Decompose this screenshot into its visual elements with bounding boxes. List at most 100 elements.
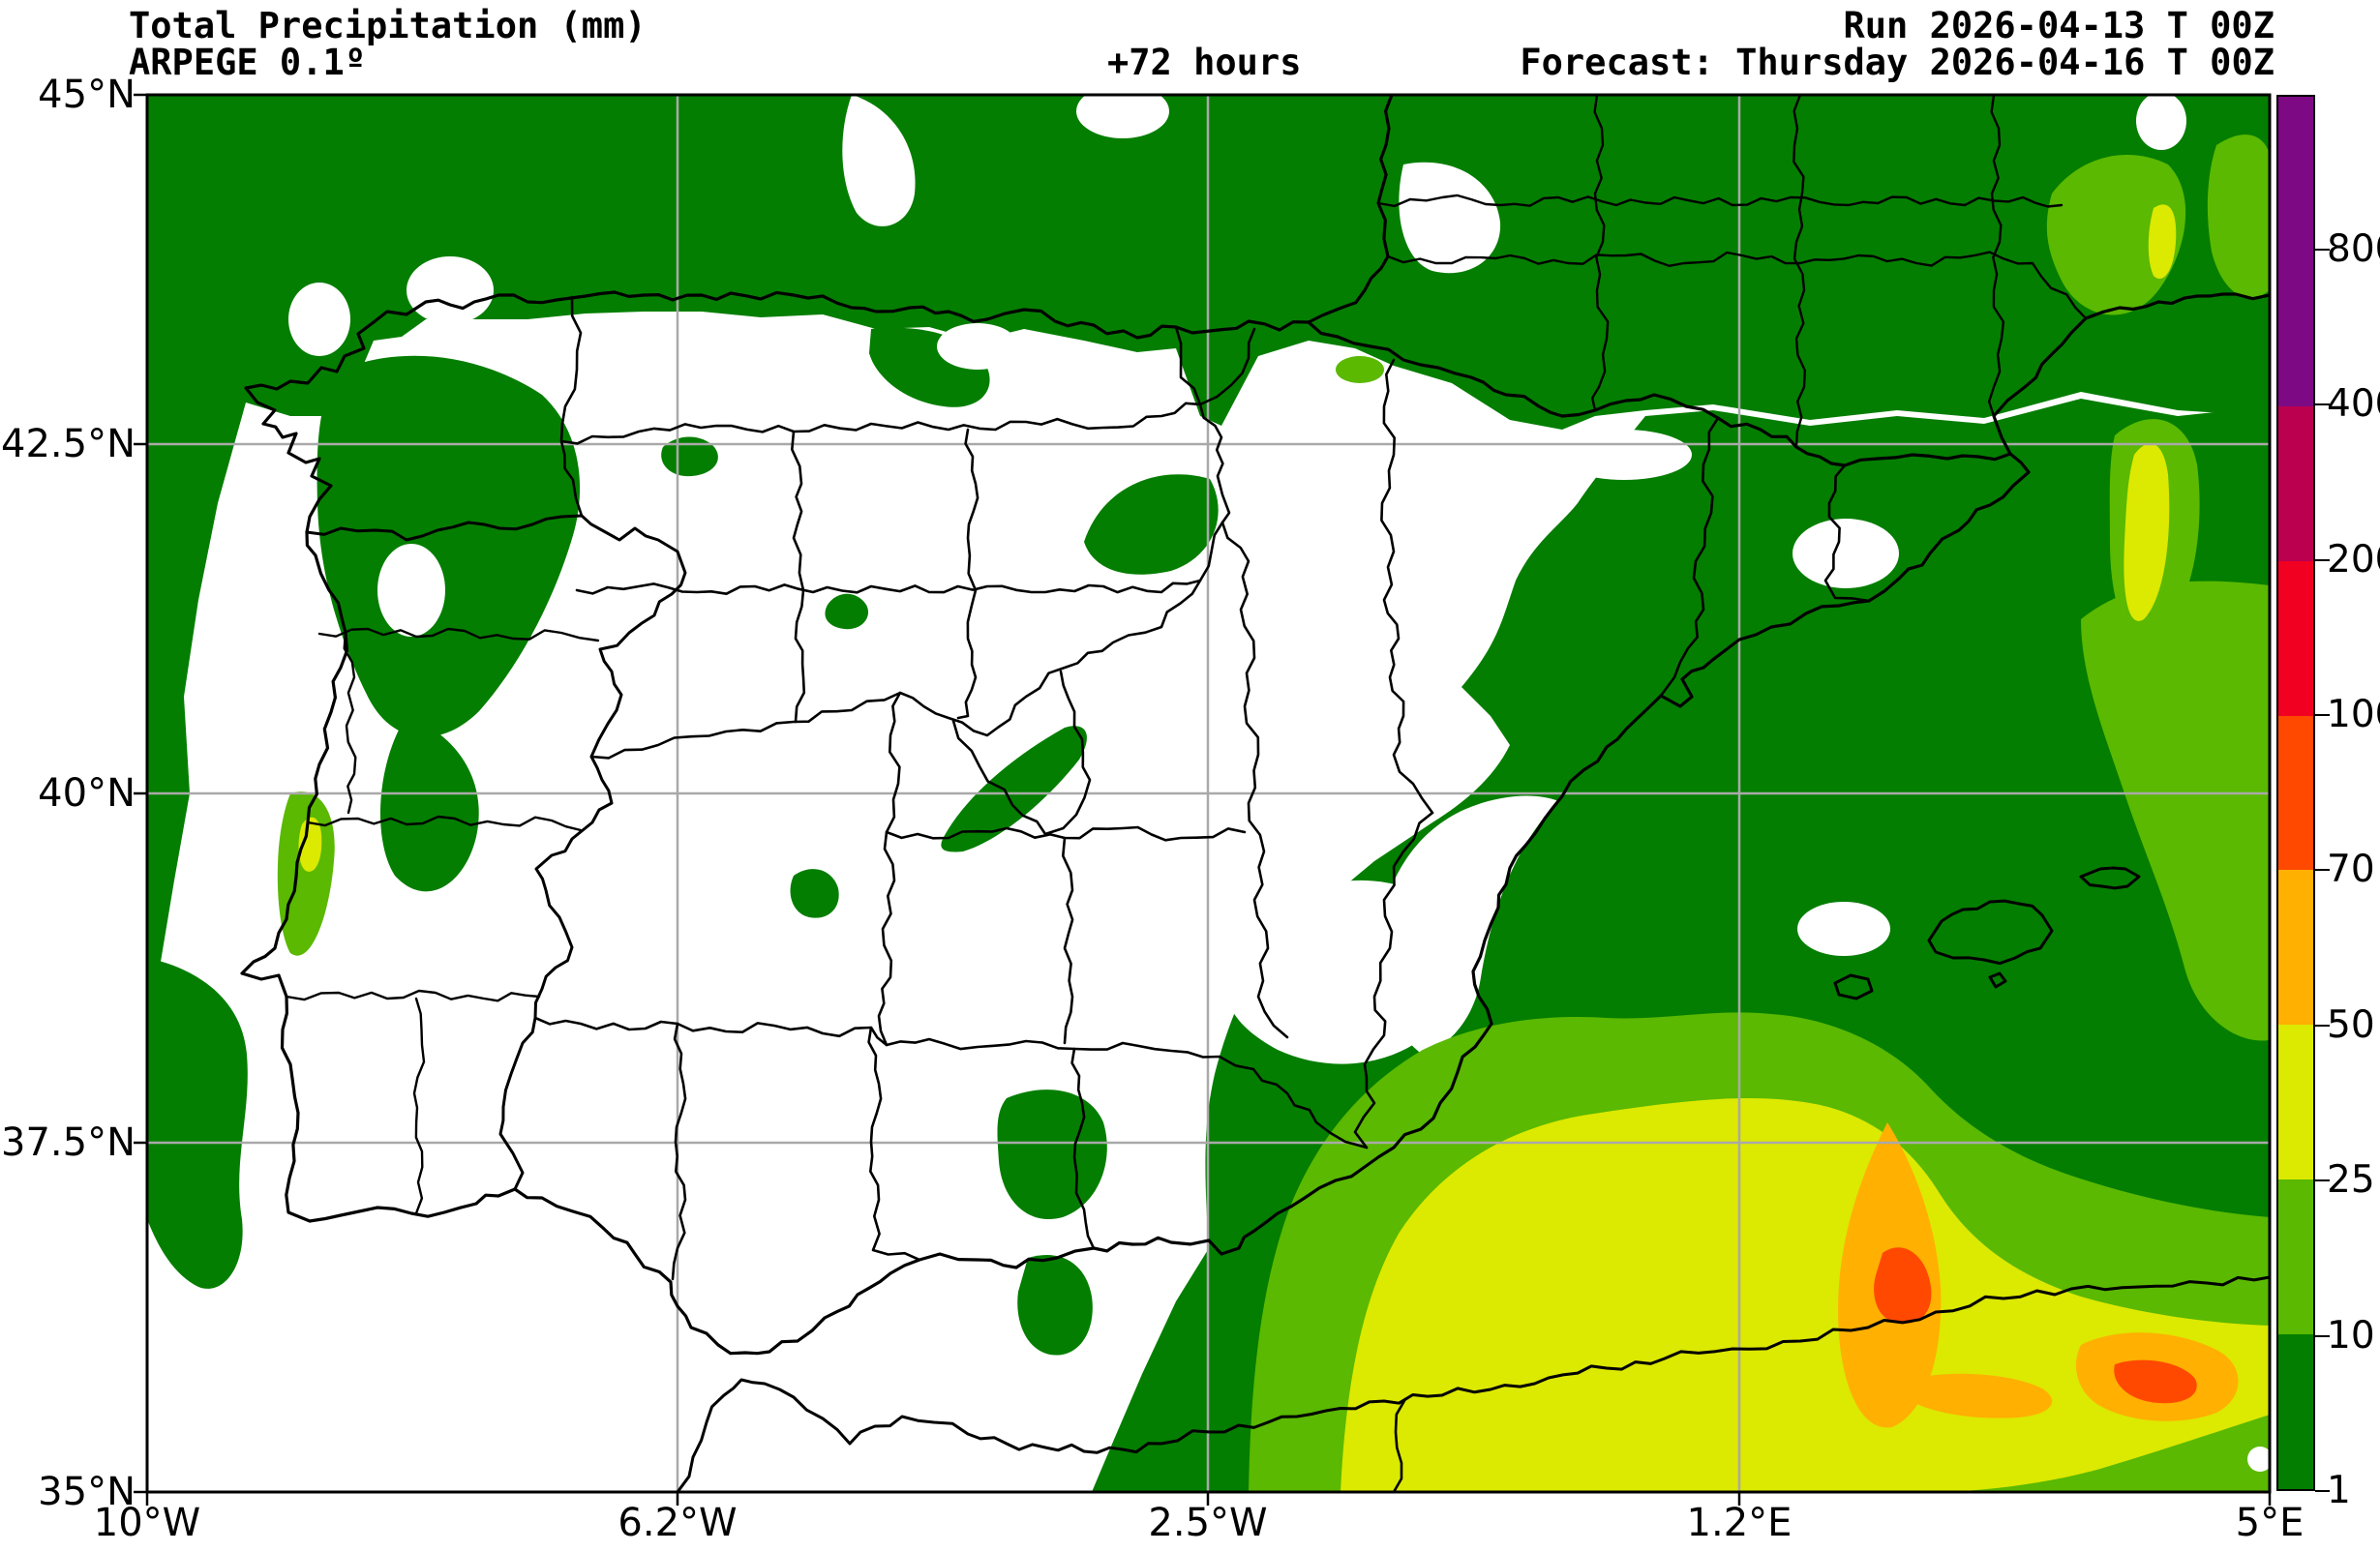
boundary-line	[244, 320, 376, 534]
lat-label-37-5n: 37.5°N	[1, 1120, 136, 1165]
boundary-line	[1793, 95, 1806, 449]
borders-layer	[240, 95, 2270, 1492]
boundary-line	[867, 1026, 921, 1262]
boundary-line	[1198, 403, 1231, 524]
boundary-line	[1386, 251, 2088, 320]
precip-region	[1336, 356, 1384, 383]
island-outline	[1988, 971, 2007, 989]
clear-region	[1556, 430, 1692, 480]
colorbar-label-1: 1	[2327, 1469, 2351, 1512]
colorbar-tick	[2315, 1025, 2330, 1027]
precip-region	[2124, 443, 2170, 621]
clear-region	[1076, 95, 1169, 138]
clear-region	[407, 256, 494, 324]
precip-region	[379, 716, 479, 892]
lat-label-35n: 35°N	[38, 1470, 136, 1514]
boundary-line	[575, 579, 1202, 595]
boundary-line	[877, 691, 902, 1047]
boundary-line	[791, 430, 806, 724]
precip-region	[147, 958, 248, 1289]
precip-region	[1084, 474, 1219, 575]
boundary-line	[1353, 811, 1434, 1149]
precip-region	[2046, 155, 2186, 315]
colorbar-segment-70-100	[2278, 715, 2313, 871]
boundary-line	[306, 815, 583, 832]
map-layers	[147, 95, 2270, 1492]
clear-region	[937, 323, 1018, 370]
clear-region	[679, 321, 772, 360]
boundary-line	[285, 989, 541, 1002]
island-outline	[1833, 973, 1874, 1000]
precip-region	[298, 817, 322, 872]
island-outline	[1927, 899, 2054, 966]
colorbar-label-10: 10	[2327, 1314, 2375, 1358]
colorbar-segment-10-25	[2278, 1179, 2313, 1335]
boundary-line	[513, 292, 2270, 1356]
graticule	[147, 95, 2270, 1492]
lon-label-5e: 5°E	[2235, 1501, 2305, 1545]
precip-region	[2148, 204, 2177, 280]
clear-region	[1226, 880, 1461, 1064]
colorbar-tick	[2315, 249, 2330, 251]
precip-region	[825, 593, 869, 630]
lat-label-45n: 45°N	[38, 73, 136, 117]
boundary-line	[1307, 320, 2012, 467]
colorbar	[2276, 95, 2315, 1491]
precip-region	[2207, 134, 2270, 298]
lat-label-40n: 40°N	[38, 771, 136, 816]
precip-region	[1912, 1373, 2053, 1418]
colorbar-tick	[2315, 1335, 2330, 1337]
colorbar-tick	[2315, 869, 2330, 871]
precip-region	[997, 1089, 1107, 1220]
precip-region	[1874, 1247, 1932, 1325]
colorbar-segment-400-800	[2278, 251, 2313, 406]
colorbar-segment-100-200	[2278, 560, 2313, 716]
clear-holes-over	[2247, 1447, 2270, 1472]
lat-label-42-5n: 42.5°N	[1, 422, 136, 466]
boundary-line	[533, 1016, 1255, 1071]
precip-region	[1017, 1254, 1093, 1356]
colorbar-label-25: 25	[2327, 1158, 2375, 1202]
clear-region	[547, 322, 634, 365]
boundary-line	[559, 327, 1256, 445]
colorbar-label-400: 400	[2327, 382, 2380, 426]
precip-region	[941, 726, 1087, 852]
boundary-line	[671, 1022, 687, 1281]
lon-label-6-2w: 6.2°W	[618, 1501, 738, 1545]
run-label: Run 2026-04-13 T 00Z	[1843, 5, 2275, 46]
boundary-line	[1070, 1047, 1096, 1250]
precip-region	[316, 355, 581, 737]
colorbar-segment-800plus	[2278, 97, 2313, 252]
colorbar-tick	[2315, 559, 2330, 561]
clear-holes	[238, 95, 2186, 1064]
boundary-line	[1220, 521, 1289, 1039]
precip-region	[790, 869, 839, 918]
colorbar-tick	[2315, 1179, 2330, 1181]
model-label: ARPEGE 0.1º	[129, 42, 367, 83]
boundary-line	[559, 295, 584, 518]
boundary-line	[343, 631, 357, 815]
clear-region	[2247, 1447, 2270, 1472]
title-block: Total Precipitation (mm) ARPEGE 0.1º	[129, 8, 647, 81]
clear-region	[1797, 902, 1890, 956]
boundary-line	[372, 290, 1311, 340]
boundary-line	[1591, 95, 1610, 412]
map-title: Total Precipitation (mm)	[129, 5, 647, 46]
forecast-label: Forecast: Thursday 2026-04-16 T 00Z	[1520, 42, 2275, 83]
precip-region	[661, 436, 718, 477]
colorbar-tick	[2315, 403, 2330, 405]
lon-label-2-5w: 2.5°W	[1148, 1501, 1268, 1545]
precip-region	[2081, 581, 2270, 1041]
clear-region	[2136, 95, 2186, 150]
colorbar-tick	[2315, 1490, 2330, 1492]
colorbar-label-70: 70	[2327, 848, 2375, 891]
boundary-line	[1251, 1067, 1369, 1149]
boundary-line	[951, 670, 1092, 836]
boundary-line	[1392, 1397, 1407, 1492]
boundary-line	[1174, 325, 1202, 406]
colorbar-label-50: 50	[2327, 1003, 2375, 1047]
clear-region	[288, 283, 350, 356]
boundary-line	[589, 521, 1224, 760]
